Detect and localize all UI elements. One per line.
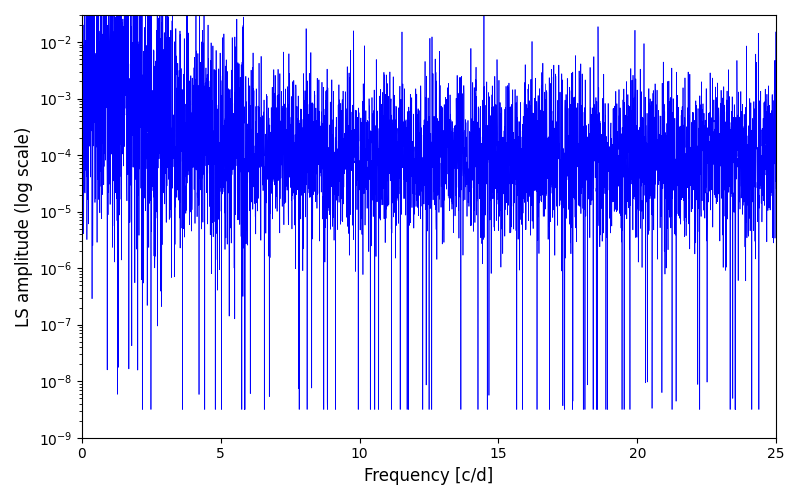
Y-axis label: LS amplitude (log scale): LS amplitude (log scale)	[15, 126, 33, 326]
X-axis label: Frequency [c/d]: Frequency [c/d]	[364, 467, 494, 485]
